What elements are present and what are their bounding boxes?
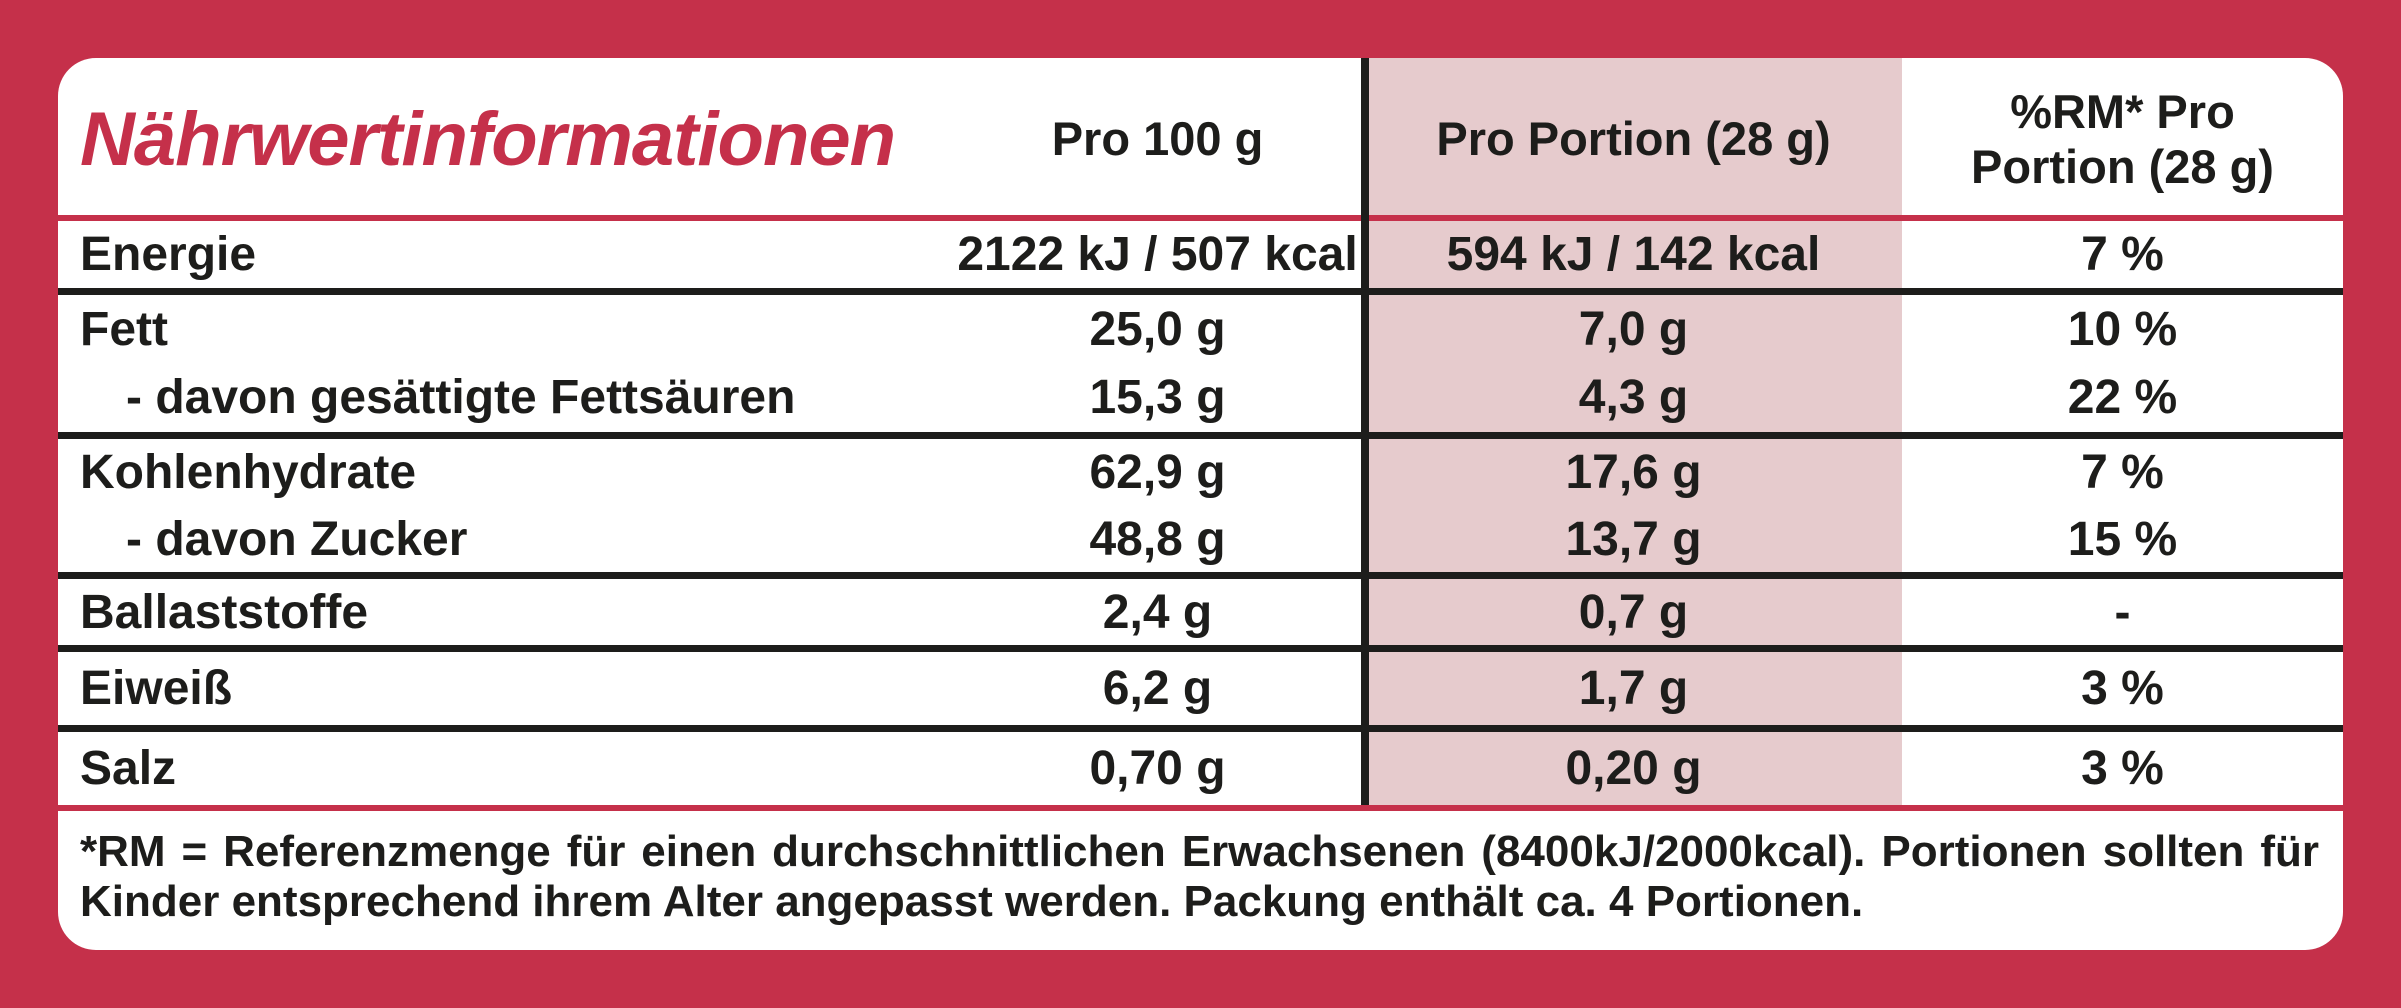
row-sublabel: - davon gesättigte Fettsäuren bbox=[126, 371, 796, 424]
table-row-energie: Energie 2122 kJ / 507 kcal 594 kJ / 142 … bbox=[58, 221, 2343, 288]
header-rm-line1: %RM* Pro bbox=[2010, 85, 2235, 139]
row-divider bbox=[58, 432, 2343, 439]
portion-column-highlight bbox=[1369, 58, 1902, 805]
table-row-fett: Fett 25,0 g 7,0 g 10 % bbox=[58, 295, 2343, 363]
footnote-line-2: Kinder entsprechend ihrem Alter angepass… bbox=[80, 877, 1864, 926]
row-rm-value: 3 % bbox=[2081, 742, 2164, 795]
row-portion-value: 594 kJ / 142 kcal bbox=[1446, 228, 1821, 281]
row-portion-value: 7,0 g bbox=[1578, 302, 1689, 356]
table-header-row: Nährwertinformationen Pro 100 g Pro Port… bbox=[58, 58, 2343, 215]
row-per100-value: 62,9 g bbox=[1089, 446, 1226, 499]
row-divider bbox=[58, 645, 2343, 652]
table-row-gesaettigte-fettsaeuren: - davon gesättigte Fettsäuren 15,3 g 4,3… bbox=[58, 363, 2343, 432]
header-cell-per100: Pro 100 g bbox=[1051, 112, 1264, 166]
row-divider bbox=[58, 288, 2343, 295]
page-title: Nährwertinformationen bbox=[80, 97, 896, 182]
table-group-kohlenhydrate: Kohlenhydrate 62,9 g 17,6 g 7 % - davon … bbox=[58, 439, 2343, 572]
table-group-fett: Fett 25,0 g 7,0 g 10 % - davon gesättigt… bbox=[58, 295, 2343, 432]
row-rm-value: 10 % bbox=[2067, 302, 2178, 356]
header-divider-red bbox=[58, 215, 2343, 221]
row-divider bbox=[58, 725, 2343, 732]
table-row-kohlenhydrate: Kohlenhydrate 62,9 g 17,6 g 7 % bbox=[58, 439, 2343, 506]
row-portion-value: 0,7 g bbox=[1578, 585, 1689, 639]
reference-footnote: *RM = Referenzmenge für einen durchschni… bbox=[58, 811, 2343, 950]
table-row-ballaststoffe: Ballaststoffe 2,4 g 0,7 g - bbox=[58, 579, 2343, 645]
row-label: Kohlenhydrate bbox=[80, 446, 417, 499]
row-label: Ballaststoffe bbox=[80, 585, 369, 639]
table-row-eiweiss: Eiweiß 6,2 g 1,7 g 3 % bbox=[58, 652, 2343, 725]
row-label: Fett bbox=[80, 302, 168, 356]
row-sublabel: - davon Zucker bbox=[126, 512, 468, 566]
row-divider bbox=[58, 572, 2343, 579]
header-rm-line2: Portion (28 g) bbox=[1971, 139, 2274, 193]
row-per100-value: 15,3 g bbox=[1089, 371, 1226, 424]
row-label: Salz bbox=[80, 742, 177, 795]
header-cell-portion: Pro Portion (28 g) bbox=[1436, 112, 1831, 166]
row-per100-value: 2,4 g bbox=[1102, 585, 1213, 639]
row-per100-value: 6,2 g bbox=[1102, 662, 1213, 715]
table-row-salz: Salz 0,70 g 0,20 g 3 % bbox=[58, 732, 2343, 805]
row-portion-value: 1,7 g bbox=[1578, 662, 1689, 715]
row-portion-value: 0,20 g bbox=[1565, 742, 1702, 795]
footer-divider-red bbox=[58, 805, 2343, 811]
column-separator-line bbox=[1361, 58, 1369, 805]
row-rm-value: 7 % bbox=[2081, 446, 2164, 499]
table-row-zucker: - davon Zucker 48,8 g 13,7 g 15 % bbox=[58, 506, 2343, 572]
row-portion-value: 4,3 g bbox=[1578, 371, 1689, 424]
row-rm-value: 7 % bbox=[2081, 228, 2164, 281]
row-rm-value: - bbox=[2114, 585, 2131, 639]
row-per100-value: 25,0 g bbox=[1089, 302, 1226, 356]
row-rm-value: 3 % bbox=[2081, 662, 2164, 715]
header-cell-title: Nährwertinformationen bbox=[58, 96, 950, 183]
row-portion-value: 13,7 g bbox=[1565, 512, 1702, 566]
footnote-line-1: *RM = Referenzmenge für einen durchschni… bbox=[80, 827, 2319, 876]
row-per100-value: 2122 kJ / 507 kcal bbox=[957, 228, 1358, 281]
row-label: Energie bbox=[80, 228, 257, 281]
header-cell-rm: %RM* Pro Portion (28 g) bbox=[1902, 85, 2343, 193]
row-portion-value: 17,6 g bbox=[1565, 446, 1702, 499]
row-label: Eiweiß bbox=[80, 662, 233, 715]
nutrition-label-card: Nährwertinformationen Pro 100 g Pro Port… bbox=[58, 58, 2343, 950]
row-per100-value: 0,70 g bbox=[1089, 742, 1226, 795]
row-rm-value: 22 % bbox=[2067, 371, 2178, 424]
row-rm-value: 15 % bbox=[2067, 512, 2178, 566]
row-per100-value: 48,8 g bbox=[1089, 512, 1226, 566]
